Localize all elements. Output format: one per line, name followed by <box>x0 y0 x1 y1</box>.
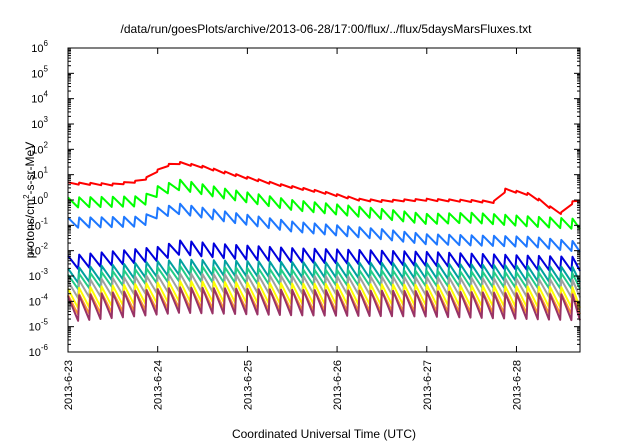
y-tick-exp: 1 <box>44 166 49 175</box>
y-axis-label: protons/cm2-s-sr-MeV <box>22 142 37 258</box>
y-tick-base: 10 <box>31 94 43 106</box>
y-tick-label: 10-1 <box>29 216 49 232</box>
y-axis-label-sup: 2 <box>22 194 31 199</box>
x-axis-label: Coordinated Universal Time (UTC) <box>232 427 416 441</box>
y-tick-base: 10 <box>31 119 43 131</box>
y-tick-exp: -3 <box>41 267 49 276</box>
x-axis-ticks: 2013-6-23 2013-6-24 2013-6-25 2013-6-26 2013… <box>63 48 523 410</box>
y-tick-label: 105 <box>31 64 48 80</box>
y-tick-exp: -1 <box>41 216 49 225</box>
y-tick-label: 10-6 <box>29 343 49 359</box>
series-line <box>67 161 581 215</box>
y-tick-base: 10 <box>29 322 41 334</box>
y-tick-base: 10 <box>31 195 43 207</box>
y-tick-label: 101 <box>31 166 48 182</box>
y-tick-base: 10 <box>29 296 41 308</box>
y-axis-label-pre: protons/cm <box>23 199 37 258</box>
x-tick-label: 2013-6-25 <box>242 360 254 410</box>
y-tick-base: 10 <box>29 271 41 283</box>
x-tick-label: 2013-6-28 <box>511 360 523 410</box>
y-tick-exp: -6 <box>41 343 49 352</box>
y-tick-exp: 4 <box>44 90 49 99</box>
series-line <box>67 178 581 230</box>
series-line <box>67 202 581 253</box>
y-tick-base: 10 <box>29 347 41 359</box>
y-tick-label: 106 <box>31 39 48 55</box>
series-layer <box>67 161 581 322</box>
series-line <box>67 286 581 322</box>
y-tick-base: 10 <box>31 68 43 80</box>
y-tick-base: 10 <box>29 220 41 232</box>
y-tick-label: 103 <box>31 115 48 131</box>
y-tick-exp: -2 <box>41 242 49 251</box>
y-tick-base: 10 <box>31 43 43 55</box>
y-tick-label: 10-2 <box>29 242 49 258</box>
x-tick-label: 2013-6-26 <box>332 360 344 410</box>
y-tick-exp: 6 <box>44 39 49 48</box>
y-tick-exp: 5 <box>44 64 49 73</box>
y-tick-label: 102 <box>31 140 48 156</box>
y-tick-exp: 3 <box>44 115 49 124</box>
y-tick-label: 100 <box>31 191 48 207</box>
y-tick-base: 10 <box>31 170 43 182</box>
y-tick-base: 10 <box>31 144 43 156</box>
y-axis-label-post: -s-sr-MeV <box>23 142 37 195</box>
chart-title: /data/run/goesPlots/archive/2013-06-28/1… <box>121 22 533 36</box>
x-tick-label: 2013-6-23 <box>63 360 75 410</box>
y-tick-label: 10-4 <box>29 292 49 308</box>
y-axis-ticks: 10-610-510-410-310-210-11001011021031041… <box>29 39 580 359</box>
y-tick-base: 10 <box>29 246 41 258</box>
y-tick-label: 10-5 <box>29 318 49 334</box>
y-tick-label: 10-3 <box>29 267 49 283</box>
x-tick-label: 2013-6-24 <box>153 360 165 410</box>
y-tick-exp: -5 <box>41 318 49 327</box>
y-tick-exp: -4 <box>41 292 49 301</box>
y-tick-exp: 2 <box>44 140 49 149</box>
y-tick-exp: 0 <box>44 191 49 200</box>
x-tick-label: 2013-6-27 <box>422 360 434 410</box>
series-line <box>67 239 581 272</box>
y-tick-label: 104 <box>31 90 48 106</box>
